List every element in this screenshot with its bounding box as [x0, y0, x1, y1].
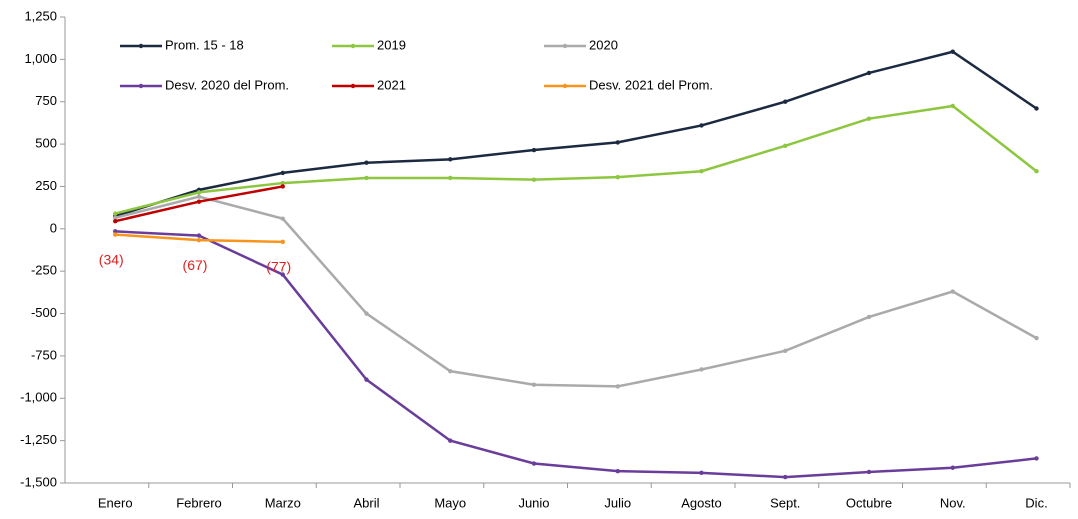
point — [699, 123, 704, 128]
legend-label: 2019 — [377, 37, 406, 52]
legend-label: Desv. 2020 del Prom. — [165, 77, 289, 92]
x-tick-label: Julio — [604, 495, 631, 510]
point — [866, 116, 872, 121]
legend-marker — [138, 83, 144, 89]
point — [113, 232, 118, 237]
point — [531, 177, 537, 182]
point — [783, 143, 788, 148]
point — [113, 229, 118, 234]
point — [196, 233, 202, 238]
point — [866, 70, 872, 76]
y-tick-label: -1,250 — [20, 432, 57, 447]
series-line — [114, 104, 1038, 215]
point — [615, 174, 620, 180]
point — [448, 368, 453, 374]
point — [866, 314, 872, 320]
x-tick-label: Octubre — [846, 495, 892, 510]
point — [448, 175, 453, 181]
x-tick-label: Dic. — [1025, 495, 1047, 510]
point — [364, 175, 369, 181]
legend-marker — [562, 83, 568, 89]
point — [531, 382, 537, 387]
x-tick-label: Agosto — [681, 495, 721, 510]
x-tick-label: Nov. — [940, 495, 966, 510]
point — [950, 103, 955, 109]
point — [950, 465, 955, 470]
point — [615, 468, 620, 474]
y-tick-label: -1,000 — [20, 390, 57, 405]
legend-marker — [350, 43, 356, 49]
point — [699, 169, 704, 174]
data-label: (77) — [266, 259, 291, 275]
point — [364, 160, 369, 165]
point — [531, 461, 537, 466]
legend-marker — [562, 43, 568, 49]
point — [783, 474, 788, 480]
series-line — [114, 195, 1038, 388]
legend-label: Prom. 15 - 18 — [165, 37, 244, 52]
x-tick-label: Sept. — [770, 495, 800, 510]
point — [1034, 106, 1039, 111]
legend-marker — [350, 83, 356, 89]
point — [113, 215, 118, 221]
point — [1034, 456, 1039, 461]
point — [196, 237, 202, 243]
point — [364, 377, 369, 382]
y-tick-label: 1,000 — [24, 51, 57, 66]
point — [615, 384, 620, 389]
point — [280, 184, 285, 189]
x-tick-label: Mayo — [434, 495, 466, 510]
legend-label: Desv. 2021 del Prom. — [589, 77, 713, 92]
legend-label: 2021 — [377, 77, 406, 92]
point — [280, 272, 285, 277]
point — [196, 194, 202, 199]
y-tick-label: 1,250 — [24, 8, 57, 23]
point — [448, 438, 453, 443]
y-tick-label: -1,500 — [20, 474, 57, 489]
point — [950, 289, 955, 294]
x-tick-label: Marzo — [265, 495, 301, 510]
point — [1034, 335, 1039, 341]
point — [448, 157, 453, 162]
series-line — [115, 230, 1037, 479]
point — [364, 311, 369, 316]
series-line — [114, 50, 1038, 218]
point — [950, 49, 955, 54]
x-tick-label: Abril — [353, 495, 379, 510]
point — [699, 367, 704, 372]
point — [196, 199, 202, 204]
y-tick-label: -500 — [31, 305, 57, 320]
y-tick-label: -750 — [31, 347, 57, 362]
point — [113, 211, 118, 216]
point — [783, 99, 788, 104]
point — [783, 348, 788, 354]
point — [280, 170, 285, 176]
data-label: (67) — [183, 257, 208, 273]
point — [866, 469, 872, 475]
x-tick-label: Febrero — [176, 495, 222, 510]
x-tick-label: Enero — [98, 495, 133, 510]
y-tick-label: -250 — [31, 263, 57, 278]
y-tick-label: 0 — [50, 220, 57, 235]
point — [113, 218, 118, 224]
point — [699, 470, 704, 476]
data-label: (34) — [99, 251, 124, 267]
point — [280, 239, 285, 245]
point — [615, 140, 620, 145]
point — [531, 147, 537, 153]
legend-marker — [138, 43, 144, 49]
point — [280, 180, 285, 186]
point — [196, 190, 202, 195]
x-tick-label: Junio — [518, 495, 549, 510]
y-tick-label: 500 — [35, 136, 57, 151]
point — [1034, 169, 1039, 174]
point — [280, 216, 285, 221]
y-tick-label: 750 — [35, 93, 57, 108]
y-tick-label: 250 — [35, 178, 57, 193]
legend-label: 2020 — [589, 37, 618, 52]
